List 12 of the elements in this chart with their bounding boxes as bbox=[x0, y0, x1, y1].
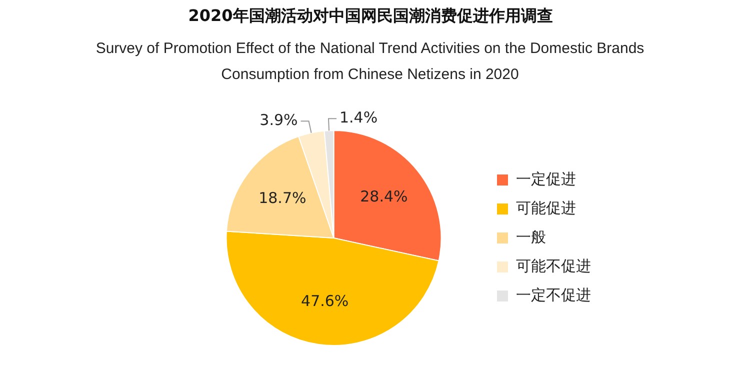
legend-label: 可能促进 bbox=[516, 198, 576, 217]
legend-label: 一般 bbox=[516, 228, 546, 246]
data-label: 1.4% bbox=[339, 108, 378, 127]
data-label: 28.4% bbox=[360, 187, 408, 206]
data-label: 18.7% bbox=[258, 188, 306, 207]
data-label: 47.6% bbox=[301, 292, 349, 310]
chart-subtitle: Survey of Promotion Effect of the National Trend Activities on the Domestic Brands Consumption from Chinese Netizens in 2020 bbox=[94, 39, 646, 85]
legend-label: 一定促进 bbox=[516, 170, 576, 188]
legend-label: 一定不促进 bbox=[516, 286, 591, 304]
data-label: 3.9% bbox=[260, 111, 298, 130]
legend-label: 可能不促进 bbox=[516, 256, 591, 275]
chart-title: 2020年国潮活动对中国网民国潮消费促进作用调查 bbox=[187, 6, 554, 27]
